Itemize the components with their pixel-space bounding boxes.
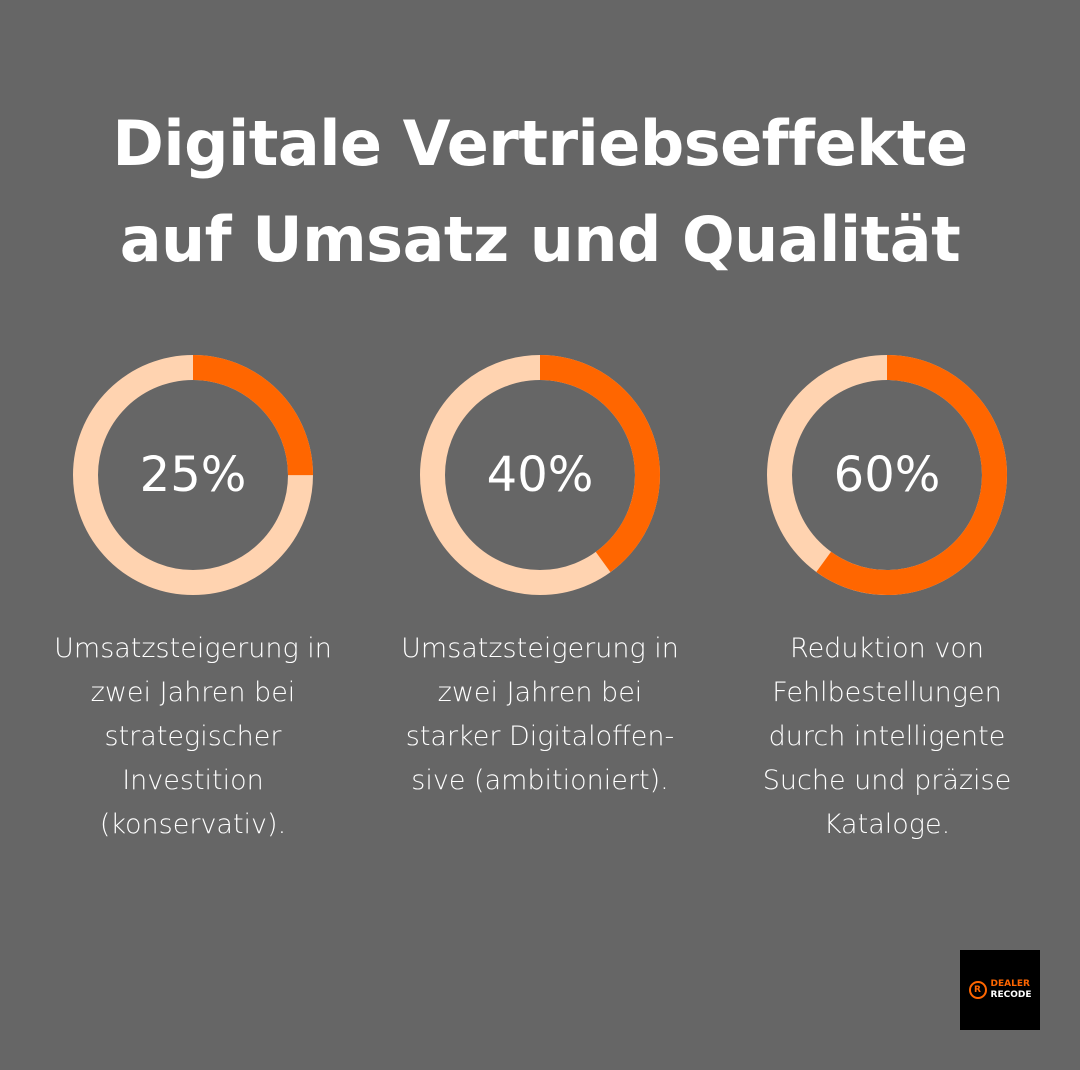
description-line: zwei Jahren bei [90, 677, 296, 708]
logo-r-icon: R [968, 981, 987, 999]
description-line: Suche und präzise [762, 765, 1012, 796]
title-line-2: auf Umsatz und Qualität [119, 203, 961, 276]
percent-value: 25% [139, 447, 247, 503]
page-title: Digitale Vertriebseffekte auf Umsatz und… [0, 96, 1080, 288]
stat-description: Umsatzsteigerung in zwei Jahren bei stra… [23, 627, 363, 847]
title-line-1: Digitale Vertriebseffekte [112, 107, 968, 180]
description-line: starker Digitaloffen- [405, 721, 675, 752]
logo-wordmark: DEALER RECODE [991, 979, 1032, 1001]
dealer-recode-logo: R DEALER RECODE [960, 950, 1040, 1030]
description-line: Reduktion von [790, 633, 984, 664]
donut-chart-3: 60% [767, 355, 1007, 595]
percent-value: 60% [833, 447, 941, 503]
donut-ring [767, 355, 1007, 595]
description-line: durch intelligente [768, 721, 1006, 752]
stat-description: Reduktion von Fehlbestellungen durch int… [717, 627, 1057, 847]
donut-ring [420, 355, 660, 595]
description-line: Umsatzsteigerung in [54, 633, 332, 664]
logo-line-1: DEALER [990, 979, 1030, 989]
percent-value: 40% [486, 447, 594, 503]
donut-ring [73, 355, 313, 595]
stat-card-3: 60% Reduktion von Fehlbestellungen durch… [717, 355, 1057, 847]
description-line: zwei Jahren bei [437, 677, 643, 708]
description-line: (konservativ). [99, 809, 287, 840]
description-line: Investition [122, 765, 264, 796]
donut-chart-1: 25% [73, 355, 313, 595]
description-line: strategischer [104, 721, 282, 752]
logo-line-2: RECODE [990, 990, 1032, 1000]
description-line: Umsatzsteigerung in [401, 633, 679, 664]
description-line: sive (ambitioniert). [411, 765, 669, 796]
stat-card-2: 40% Umsatzsteigerung in zwei Jahren bei … [370, 355, 710, 803]
description-line: Fehlbestellungen [772, 677, 1002, 708]
stat-description: Umsatzsteigerung in zwei Jahren bei star… [370, 627, 710, 803]
description-line: Kataloge. [823, 809, 951, 840]
donut-chart-2: 40% [420, 355, 660, 595]
stat-card-1: 25% Umsatzsteigerung in zwei Jahren bei … [23, 355, 363, 847]
